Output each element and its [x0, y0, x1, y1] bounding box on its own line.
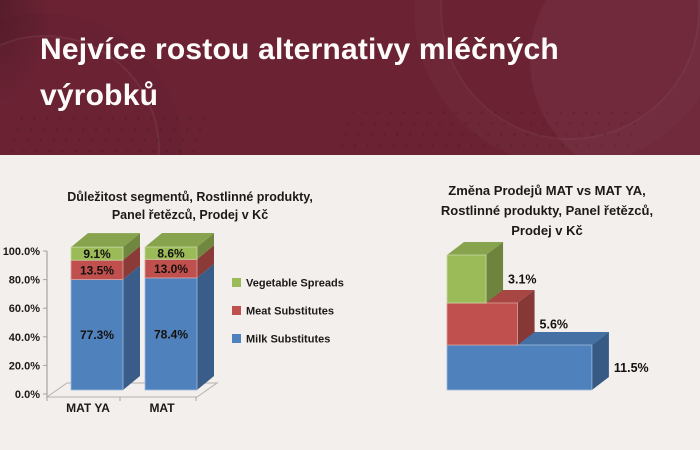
bar-value-label: 5.6% [540, 318, 569, 332]
bar-segment-value-label: 8.6% [157, 247, 185, 261]
category-label: MAT YA [66, 401, 110, 415]
right-chart-title: Změna Prodejů MAT vs MAT YA, [448, 183, 645, 198]
category-label: MAT [149, 401, 175, 415]
bar-segment-top [71, 233, 140, 248]
legend-label: Meat Substitutes [246, 306, 334, 318]
legend-label: Vegetable Spreads [246, 278, 344, 290]
bar-segment-value-label: 78.4% [154, 327, 188, 341]
bar-segment [70, 246, 124, 261]
y-axis-tick-label: 80.0% [9, 275, 40, 287]
bar-segment [70, 279, 124, 391]
bar-value-label: 3.1% [508, 273, 537, 287]
y-axis-tick-label: 60.0% [9, 303, 40, 315]
header-banner: Nejvíce rostou alternativy mléčných výro… [0, 0, 700, 155]
y-axis-tick-label: 40.0% [9, 332, 40, 344]
bar-side [591, 332, 609, 390]
banner-dots-left-decoration [3, 113, 207, 155]
bar-segment [144, 246, 198, 260]
y-axis-tick-label: 100.0% [3, 246, 41, 258]
bar-segment-value-label: 9.1% [83, 247, 111, 261]
bar-segment-side [123, 246, 140, 280]
right-chart-title: Rostlinné produkty, Panel řetězců, [441, 203, 653, 218]
slide-title-line-2: výrobků [40, 79, 159, 112]
bar [446, 254, 487, 304]
bar-segment-side [123, 265, 140, 390]
bar-segment-side [123, 233, 140, 261]
segment-importance-chart: Důležitost segmentů, Rostlinné produkty,… [3, 190, 344, 415]
bar-value-label: 11.5% [614, 361, 649, 375]
right-chart-title: Prodej v Kč [511, 223, 583, 238]
legend-swatch [232, 278, 241, 287]
legend-swatch [232, 306, 241, 315]
bar-segment-top [145, 233, 214, 247]
bar-segment-side [197, 233, 214, 260]
legend-label: Milk Substitutes [246, 334, 330, 346]
left-chart-title: Panel řetězců, Prodej v Kč [112, 208, 268, 222]
sales-change-chart: Změna Prodejů MAT vs MAT YA, Rostlinné pr… [441, 183, 653, 391]
bar [446, 344, 593, 391]
bar-segment-value-label: 77.3% [80, 328, 114, 342]
bar-segment-side [197, 245, 214, 278]
bar-side [486, 242, 504, 303]
y-axis-tick-label: 20.0% [9, 360, 40, 372]
bar-segment-side [197, 263, 214, 390]
bar-side [517, 290, 535, 345]
bar-top [447, 242, 504, 255]
y-axis-tick-label: 0.0% [15, 389, 40, 401]
left-chart-title: Důležitost segmentů, Rostlinné produkty, [67, 190, 313, 204]
slide-title: Nejvíce rostou alternativy mléčných výro… [40, 27, 685, 119]
bar-segment-value-label: 13.5% [80, 263, 114, 277]
chart-floor [45, 382, 219, 398]
slide-title-line-1: Nejvíce rostou alternativy mléčných [40, 33, 559, 66]
legend-swatch [232, 334, 241, 343]
bar [446, 302, 518, 346]
bar-segment-value-label: 13.0% [154, 262, 188, 276]
